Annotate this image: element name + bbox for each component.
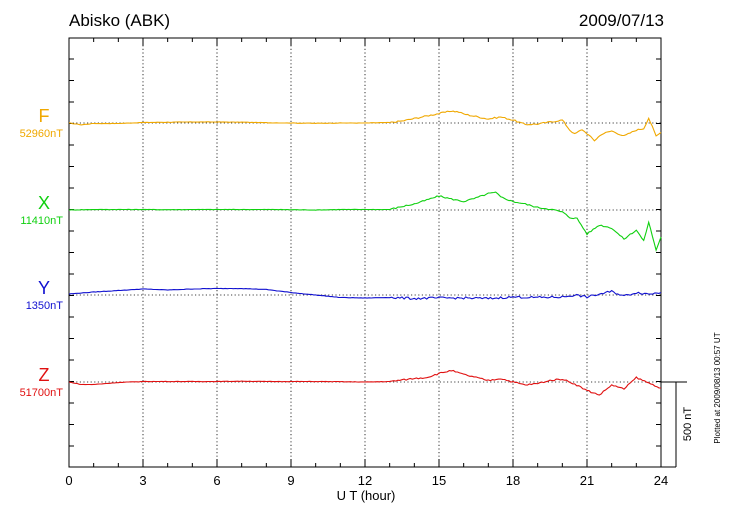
x-tick-label: 3 bbox=[139, 473, 146, 488]
x-tick-label: 21 bbox=[580, 473, 594, 488]
x-tick-label: 6 bbox=[213, 473, 220, 488]
x-tick-label: 15 bbox=[432, 473, 446, 488]
x-tick-label: 12 bbox=[358, 473, 372, 488]
scale-bar-label: 500 nT bbox=[682, 407, 694, 442]
date-label: 2009/07/13 bbox=[579, 11, 664, 30]
x-axis-label: U T (hour) bbox=[337, 488, 396, 503]
x-tick-label: 0 bbox=[65, 473, 72, 488]
baseline-value-z: 51700nT bbox=[20, 387, 64, 399]
baseline-value-y: 1350nT bbox=[26, 300, 64, 312]
component-label-y: Y bbox=[38, 278, 50, 298]
component-label-x: X bbox=[38, 193, 50, 213]
series-line-z bbox=[68, 369, 662, 396]
plotted-at-note: Plotted at 2009/08/13 00:57 UT bbox=[713, 332, 722, 443]
component-label-z: Z bbox=[39, 365, 50, 385]
series-line-y bbox=[68, 287, 662, 301]
baseline-value-f: 52960nT bbox=[20, 128, 64, 140]
baseline-value-x: 11410nT bbox=[20, 215, 63, 227]
component-label-f: F bbox=[39, 106, 50, 126]
x-tick-label: 9 bbox=[287, 473, 294, 488]
series-line-x bbox=[68, 191, 662, 253]
x-tick-label: 24 bbox=[654, 473, 668, 488]
x-tick-label: 18 bbox=[506, 473, 520, 488]
series-line-f bbox=[68, 110, 662, 142]
station-title: Abisko (ABK) bbox=[69, 11, 170, 30]
